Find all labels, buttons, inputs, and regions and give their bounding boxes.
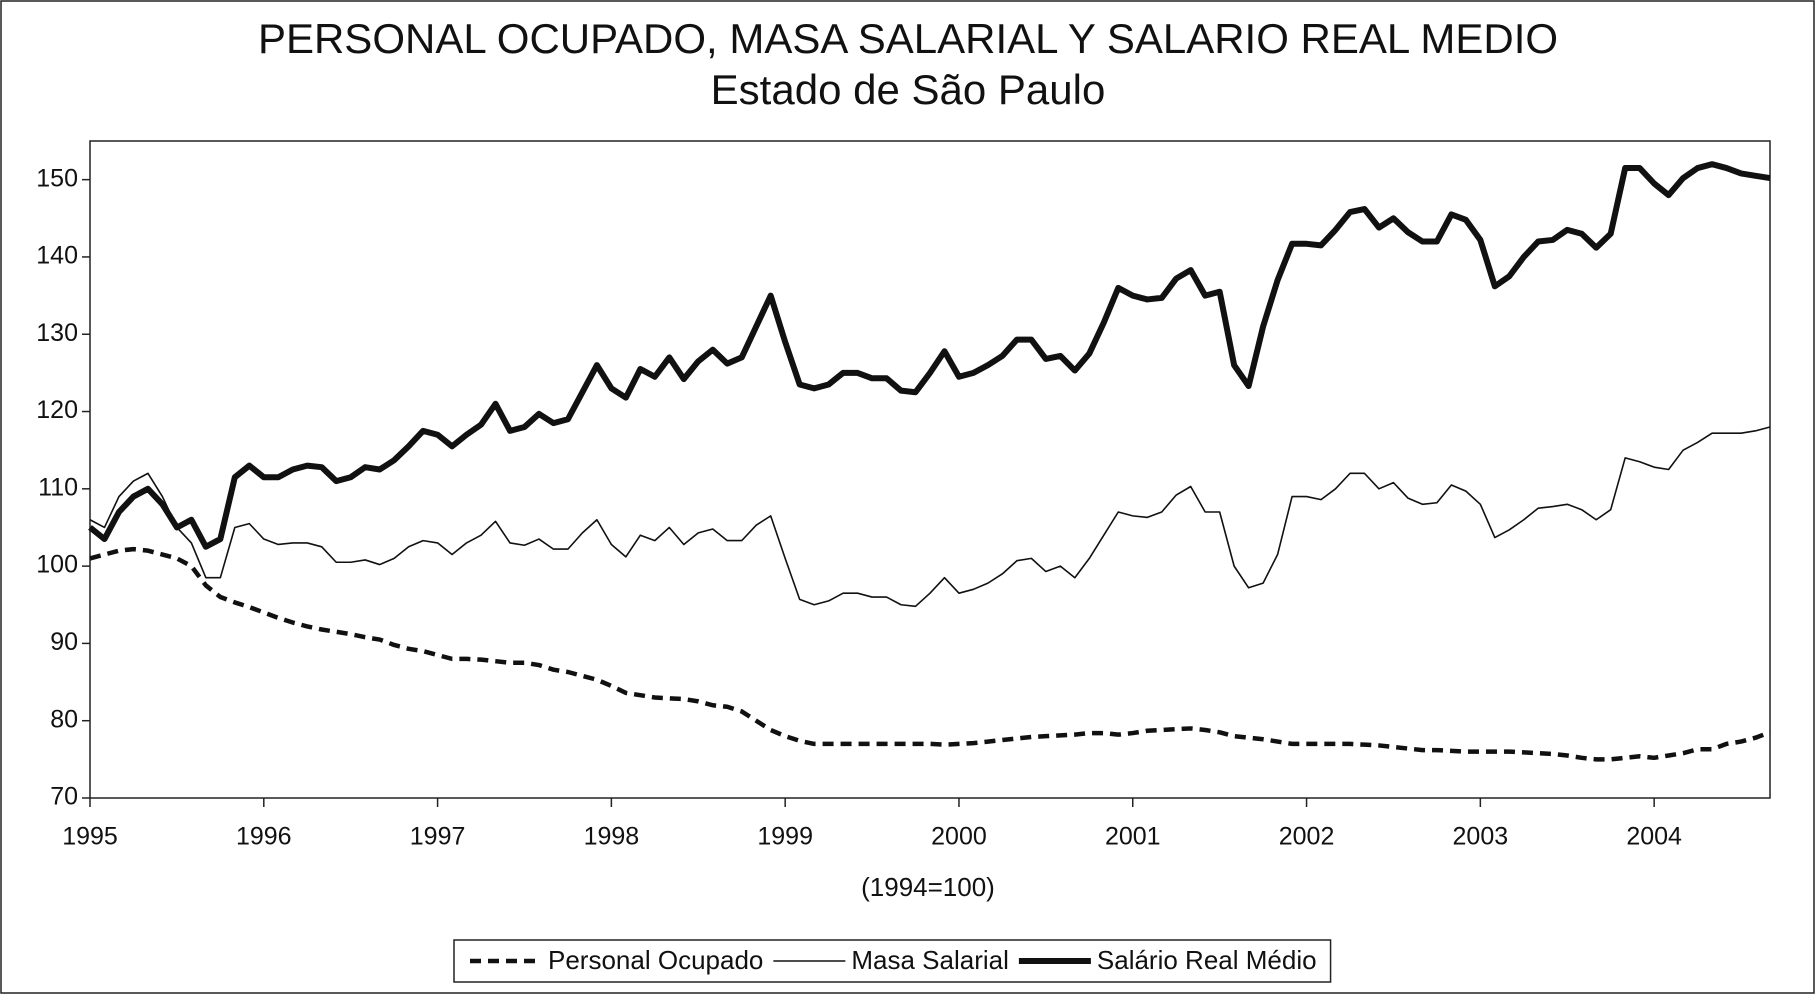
series-line: [89, 426, 1771, 608]
x-tick-label: 2001: [1105, 823, 1161, 851]
chart-subtitle: Estado de São Paulo: [711, 66, 1106, 113]
x-tick-label: 1997: [410, 823, 466, 851]
x-tick-label: 1995: [62, 823, 118, 851]
y-tick-label: 130: [36, 319, 78, 347]
x-tick-label: 2000: [931, 823, 987, 851]
y-tick-label: 150: [36, 164, 78, 192]
x-tick-label: 1999: [757, 823, 813, 851]
y-tick-label: 80: [50, 705, 78, 733]
y-tick-label: 90: [50, 628, 78, 656]
y-tick-label: 100: [36, 551, 78, 579]
x-tick-label: 1996: [236, 823, 292, 851]
y-tick-label: 70: [50, 783, 78, 811]
legend-box: [453, 939, 1332, 983]
legend-label: Personal Ocupado: [548, 945, 763, 975]
x-tick-label: 1998: [584, 823, 640, 851]
legend-label: Masa Salarial: [851, 945, 1009, 975]
x-tick-label: 2004: [1626, 823, 1682, 851]
y-tick-label: 110: [38, 473, 78, 501]
legend: Personal Ocupado Masa Salarial Salário Rea…: [453, 939, 1332, 983]
chart-title: PERSONAL OCUPADO, MASA SALARIAL Y SALARI…: [258, 15, 1558, 62]
series-line: [89, 546, 1771, 762]
x-axis-label: (1994=100): [861, 872, 995, 902]
y-tick-label: 120: [36, 396, 78, 424]
plot-area: [89, 140, 1771, 799]
series-line: [88, 161, 1771, 550]
x-tick-label: 2003: [1453, 823, 1509, 851]
y-tick-label: 140: [36, 242, 78, 270]
x-tick-label: 2002: [1279, 823, 1335, 851]
legend-label: Salário Real Médio: [1097, 945, 1317, 975]
